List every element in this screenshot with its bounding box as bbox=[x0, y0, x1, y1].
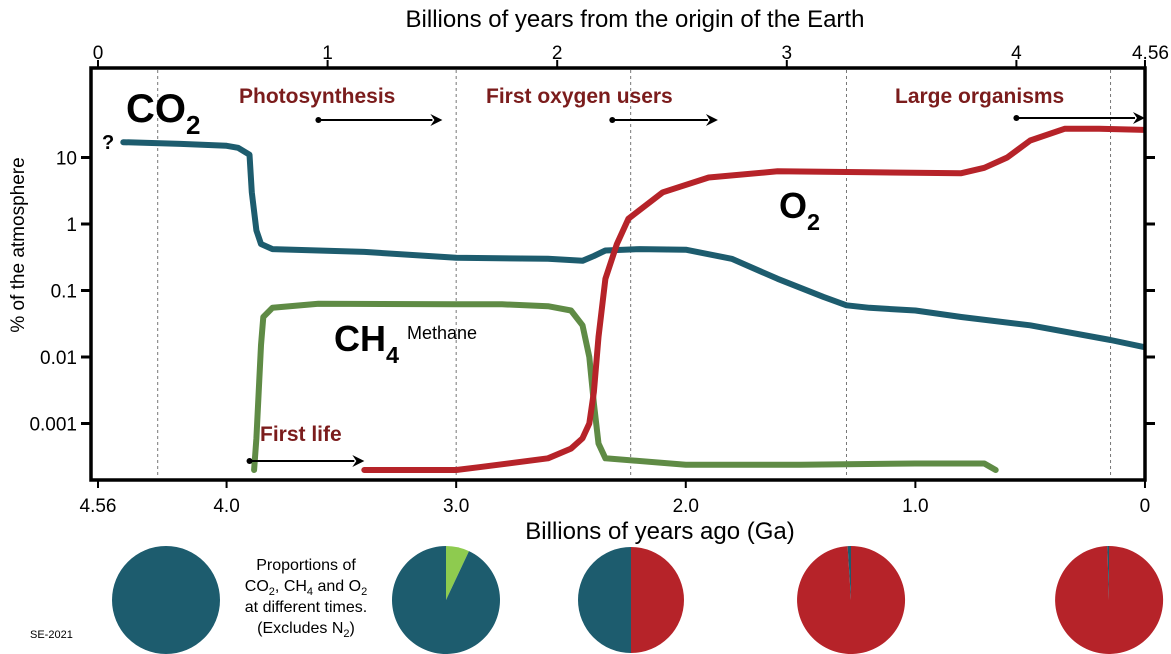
event-arrow-head bbox=[352, 455, 365, 467]
event-arrow-start bbox=[1013, 115, 1020, 121]
pie-slice-co2 bbox=[1107, 546, 1109, 600]
event-arrow-head bbox=[705, 114, 718, 126]
top-tick-label: 0 bbox=[93, 43, 104, 64]
y-tick-label: 0.01 bbox=[40, 348, 77, 369]
pie-slice-co2 bbox=[847, 546, 851, 600]
pie-slice-co2 bbox=[112, 546, 220, 654]
label-layer: CO2? CH4Methane O2 bbox=[102, 87, 820, 368]
event-label: First life bbox=[260, 423, 342, 446]
pie-chart bbox=[391, 546, 500, 654]
y-tick-label: 0.001 bbox=[29, 415, 77, 436]
pie-slice-o2 bbox=[797, 546, 906, 654]
series-label-co2: CO2 bbox=[126, 87, 200, 140]
pie-note-line: (Excludes N2) bbox=[257, 620, 355, 640]
event-label: Photosynthesis bbox=[239, 85, 395, 108]
event-label: Large organisms bbox=[895, 85, 1064, 108]
pie-note-line: CO2, CH4 and O2 bbox=[245, 578, 367, 598]
pie-chart bbox=[112, 546, 220, 654]
event-arrow-start bbox=[246, 458, 253, 464]
pie-note-line: at different times. bbox=[245, 599, 367, 616]
bottom-tick-label: 2.0 bbox=[673, 496, 699, 517]
pie-slice-o2 bbox=[631, 547, 684, 653]
event-label: First oxygen users bbox=[486, 85, 673, 108]
top-tick-label: 2 bbox=[552, 43, 563, 64]
bottom-tick-label: 3.0 bbox=[443, 496, 469, 517]
pie-chart bbox=[578, 547, 684, 653]
plot-frame bbox=[89, 66, 1147, 482]
y-axis-title: % of the atmosphere bbox=[8, 157, 29, 332]
tick-layer: 10 1 0.1 0.01 0.001 0 1 2 3 4 4.56 4.56 4.0 3.0 2.0 1.0… bbox=[29, 43, 1169, 517]
credit-label: SE-2021 bbox=[30, 629, 73, 641]
series-line-ch4 bbox=[251, 300, 999, 473]
event-arrow-head bbox=[430, 114, 443, 126]
pie-slice-co2 bbox=[578, 547, 631, 653]
top-tick-label: 1 bbox=[322, 43, 333, 64]
series-layer bbox=[120, 125, 1145, 473]
top-tick-label: 4.56 bbox=[1132, 43, 1169, 64]
y-tick-label: 10 bbox=[56, 149, 77, 170]
pie-chart bbox=[1055, 545, 1164, 654]
event-arrow-start bbox=[609, 117, 616, 123]
event-arrow-start bbox=[315, 117, 322, 123]
y-tick-label: 1 bbox=[66, 215, 77, 236]
pie-slice-ch4 bbox=[446, 546, 469, 600]
event-layer: Photosynthesis First oxygen users Large or… bbox=[239, 85, 1145, 467]
y-tick-label: 0.1 bbox=[51, 282, 77, 303]
pie-slice-o2 bbox=[1055, 545, 1164, 654]
unknown-marker: ? bbox=[102, 132, 114, 154]
bottom-tick-label: 0 bbox=[1140, 496, 1151, 517]
top-tick-label: 3 bbox=[782, 43, 793, 64]
bottom-axis-title: Billions of years ago (Ga) bbox=[525, 518, 794, 545]
top-tick-label: 4 bbox=[1011, 43, 1022, 64]
series-label-o2: O2 bbox=[779, 185, 820, 235]
pie-slice-co2 bbox=[391, 546, 500, 654]
bottom-tick-label: 4.56 bbox=[80, 496, 117, 517]
pie-chart bbox=[797, 546, 906, 654]
series-line-co2 bbox=[120, 139, 1145, 351]
gridlines bbox=[157, 70, 1112, 478]
bottom-tick-label: 4.0 bbox=[213, 496, 239, 517]
series-label-ch4: CH4Methane bbox=[334, 318, 477, 368]
pie-note-line: Proportions of bbox=[256, 557, 356, 574]
event-arrow-head bbox=[1132, 112, 1145, 124]
series-line-o2 bbox=[361, 125, 1145, 473]
bottom-tick-label: 1.0 bbox=[902, 496, 928, 517]
top-axis-title: Billions of years from the origin of the… bbox=[406, 6, 865, 33]
